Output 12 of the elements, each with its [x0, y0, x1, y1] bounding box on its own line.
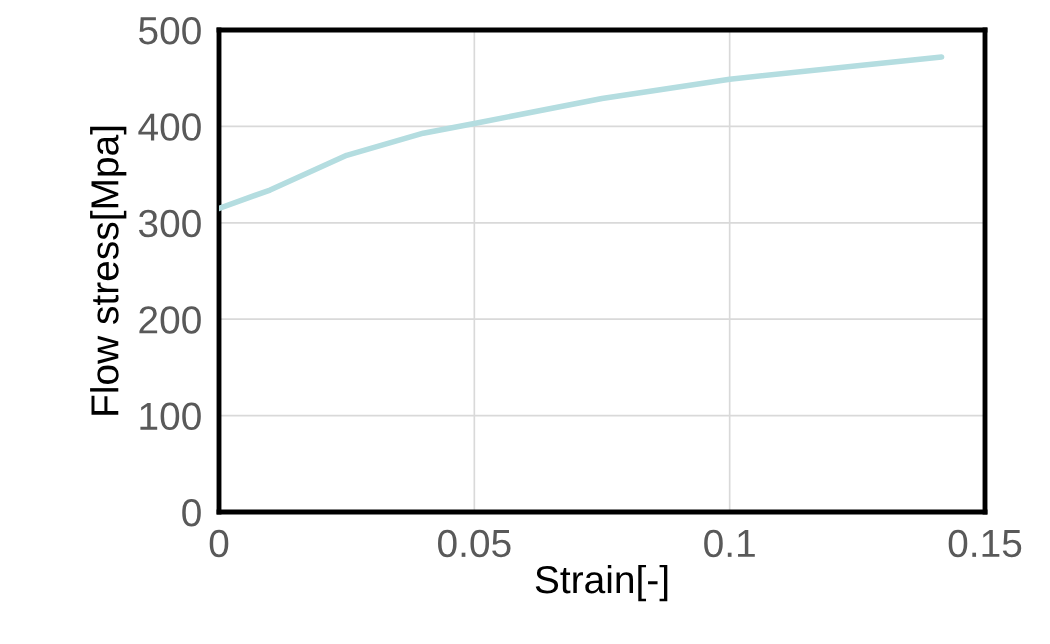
y-tick-label: 200	[139, 306, 201, 334]
y-tick-label: 100	[140, 402, 201, 431]
x-tick-label: 0.15	[948, 529, 1022, 558]
y-axis-title: Flow stress[Mpa]	[90, 126, 127, 415]
x-tick-label: 0.1	[704, 529, 755, 558]
y-tick-label: 0	[182, 498, 201, 527]
y-tick-label: 300	[138, 209, 201, 238]
x-tick-label: 0.05	[438, 529, 511, 558]
x-tick-label: 0	[209, 529, 229, 558]
y-tick-label: 500	[139, 16, 201, 45]
y-tick-label: 400	[138, 113, 201, 141]
x-axis-title: Strain[-]	[535, 564, 668, 602]
